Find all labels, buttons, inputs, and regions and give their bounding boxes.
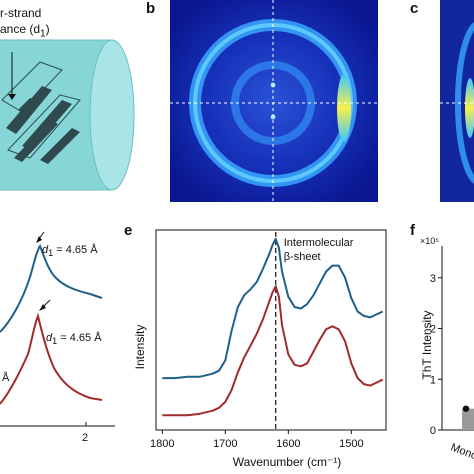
ftir-series-0 <box>162 237 384 380</box>
ftir-x-tick-label: 1800 <box>150 438 174 450</box>
ftir-x-tick-label: 1500 <box>339 438 363 450</box>
cylinder-end <box>89 39 135 191</box>
ftir-x-tick-label: 1700 <box>213 438 237 450</box>
distance-text: ance (d <box>0 22 41 36</box>
panel-d: d1 = 4.65 Å d1 = 4.65 Å Å 2 <box>0 222 115 462</box>
panel-label-e: e <box>124 222 133 239</box>
panel-d-x-tick: 2 <box>82 432 89 444</box>
panel-a: r-strand ance (d1) <box>0 0 170 210</box>
ftir-frame <box>155 229 387 431</box>
tht-chart: 0 1 2 3 Mono <box>430 222 474 474</box>
profile-top <box>0 243 103 333</box>
panel-label-c: c <box>410 0 419 17</box>
ftir-annotation-line: β-sheet <box>284 251 321 263</box>
ftir-xlabel: Wavenumber (cm⁻¹) <box>232 455 342 469</box>
fiber-schematic <box>0 39 135 191</box>
tht-y-tick-label: 1 <box>430 374 436 386</box>
ftir-chart: 1800 1700 1600 1500 Intermolecular β-sheet <box>150 222 394 474</box>
tht-plot: 0 1 2 3 Mono <box>430 246 474 463</box>
strand-annotation-2: ance (d1) <box>0 22 50 39</box>
d-sub-bottom: 1 <box>52 336 58 347</box>
tht-category-label: Mono <box>449 442 474 463</box>
beta-sheet-planes <box>1 61 81 164</box>
tht-multiplier: ×10⁵ <box>420 236 439 246</box>
tht-data-point <box>462 405 470 412</box>
diffraction-image-c <box>440 0 474 202</box>
tht-y-tick-label: 0 <box>430 425 436 437</box>
tht-bar <box>462 408 474 430</box>
ftir-annotation-line: Intermolecular <box>284 237 354 249</box>
panel-label-f: f <box>410 222 415 239</box>
meridional-reflection <box>337 74 351 142</box>
strand-annotation-1: r-strand <box>0 6 42 20</box>
d-sub-top: 1 <box>48 248 54 259</box>
tht-y-tick-label: 3 <box>430 273 436 285</box>
distance-sub: 1 <box>40 28 46 40</box>
diffraction-image-b <box>170 0 378 202</box>
d-symbol-top: d <box>42 244 49 256</box>
ftir-plot: 1800 1700 1600 1500 Intermolecular β-sheet <box>150 229 387 450</box>
distance-close: ) <box>45 22 50 36</box>
d-symbol-bottom: d <box>46 332 53 344</box>
peak-label-top: d1 = 4.65 Å <box>42 244 98 258</box>
panel-d-plot <box>0 231 115 427</box>
ftir-x-tick-label: 1600 <box>276 438 300 450</box>
profile-bottom <box>0 312 103 405</box>
peak-value-top: = 4.65 Å <box>56 244 98 256</box>
peak-value-bottom: = 4.65 Å <box>60 332 102 344</box>
partial-angstrom-label: Å <box>2 372 10 384</box>
tht-y-tick-label: 2 <box>430 324 436 336</box>
panel-label-b: b <box>146 0 156 17</box>
ftir-ylabel: Intensity <box>133 324 147 370</box>
ftir-series-1 <box>162 285 384 417</box>
diffraction-pattern-c <box>440 0 474 202</box>
diffraction-pattern-b <box>170 0 378 202</box>
peak-label-bottom: d1 = 4.65 Å <box>46 332 102 346</box>
